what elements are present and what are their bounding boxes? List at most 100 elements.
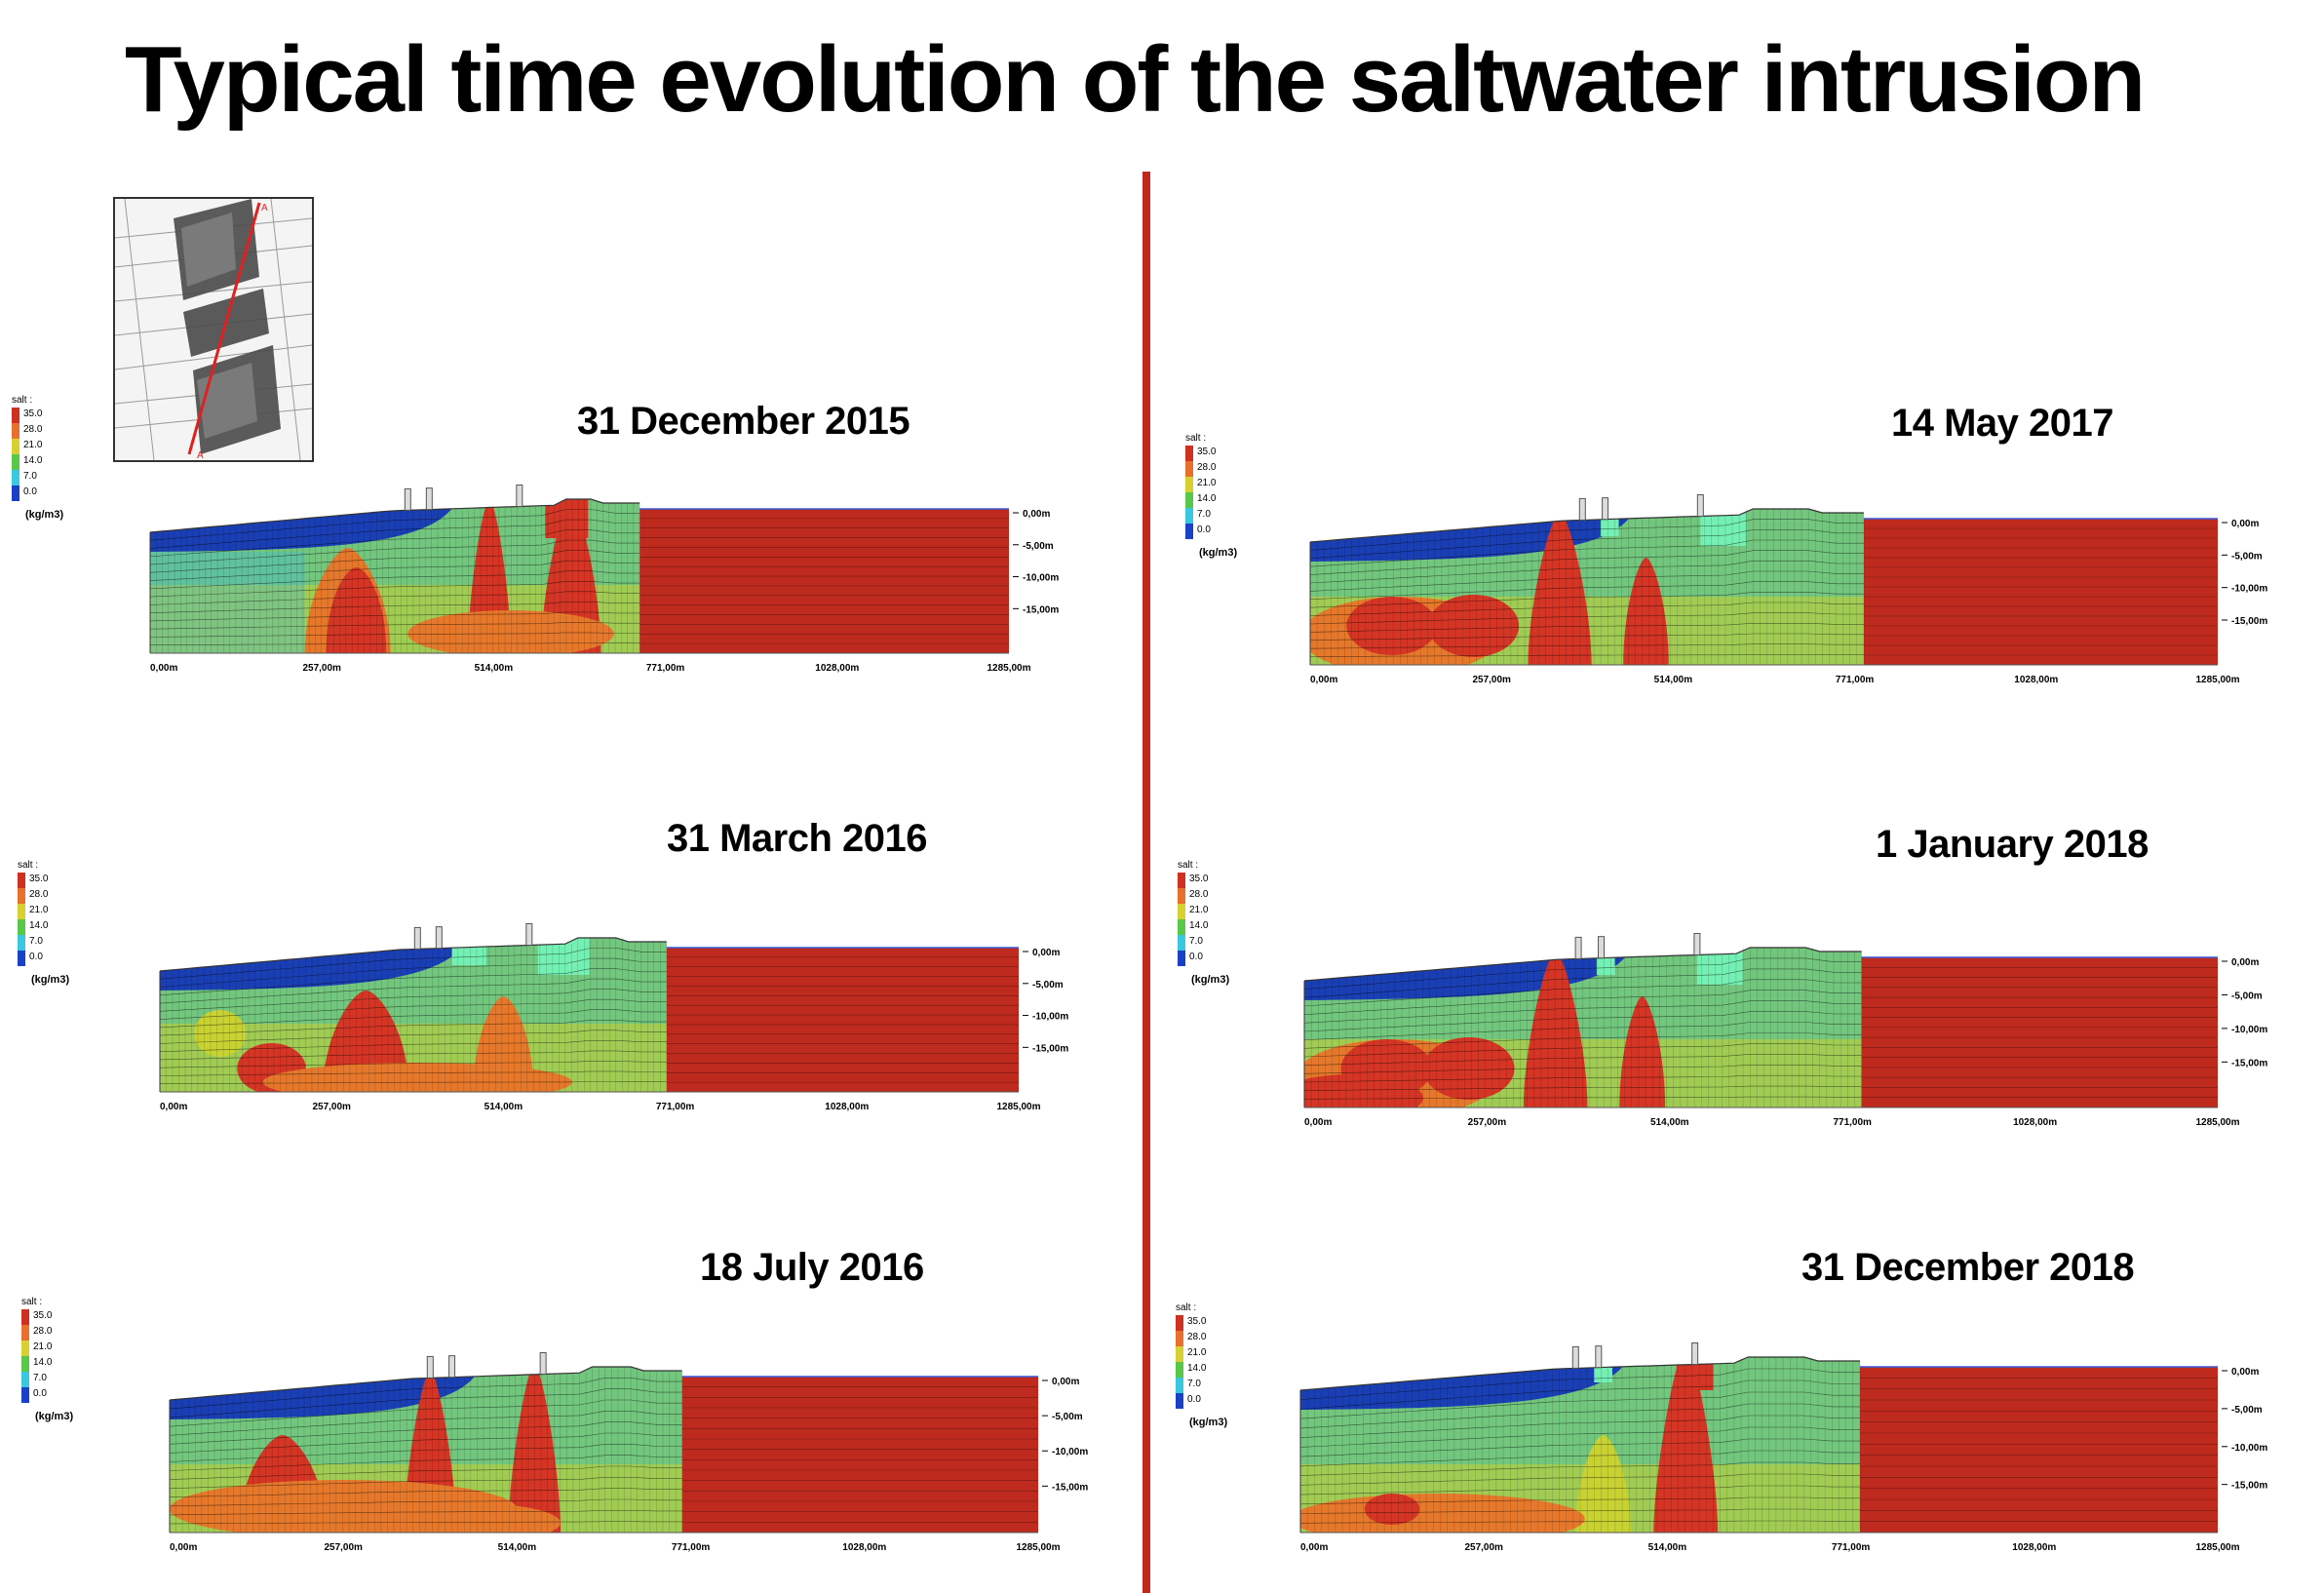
legend-swatch bbox=[1178, 935, 1185, 951]
salt-zone bbox=[1304, 1074, 1423, 1107]
location-map: A A bbox=[113, 197, 314, 462]
legend-swatch bbox=[21, 1325, 29, 1340]
legend-swatch bbox=[18, 935, 25, 951]
ground-surface bbox=[159, 937, 667, 972]
legend-swatch bbox=[21, 1340, 29, 1356]
mixing-zone bbox=[194, 1010, 247, 1057]
location-map-drawing: A A bbox=[115, 199, 312, 460]
legend-swatch bbox=[1176, 1331, 1183, 1346]
sheet-pile bbox=[525, 923, 533, 946]
salt-zone bbox=[1346, 597, 1438, 655]
slide-title: Typical time evolution of the saltwater … bbox=[125, 27, 2146, 132]
legend-swatch bbox=[1176, 1362, 1183, 1378]
legend-swatch bbox=[1178, 888, 1185, 904]
y-tick-label: -5,00m bbox=[2231, 551, 2263, 562]
ground-surface bbox=[1299, 1356, 1860, 1391]
light-brackish-pocket bbox=[537, 938, 590, 975]
legend-swatch bbox=[1176, 1393, 1183, 1409]
legend-label: 35.0 bbox=[1197, 447, 1217, 457]
sheet-pile bbox=[1598, 936, 1606, 959]
panel-date: 31 December 2015 bbox=[577, 400, 910, 443]
cross-section: 0,00m 257,00m 514,00m 771,00m 1028,00m 1285,0… bbox=[169, 1352, 1088, 1553]
sea-body bbox=[681, 1377, 1038, 1533]
y-tick-label: -15,00m bbox=[1032, 1043, 1068, 1054]
y-tick-label: -5,00m bbox=[2231, 1405, 2263, 1416]
legend-label: 0.0 bbox=[1189, 952, 1203, 962]
legend-label: 21.0 bbox=[33, 1341, 53, 1352]
legend-swatch bbox=[1178, 951, 1185, 966]
y-tick-label: -10,00m bbox=[1032, 1012, 1068, 1023]
x-tick-label: 257,00m bbox=[312, 1102, 351, 1112]
legend-swatch bbox=[1185, 461, 1193, 477]
y-tick-label: -15,00m bbox=[2231, 1481, 2267, 1492]
sea-body bbox=[1861, 957, 2218, 1107]
mesh-columns bbox=[169, 1367, 682, 1533]
mesh-layers bbox=[169, 1377, 682, 1525]
legend-label: 35.0 bbox=[1187, 1316, 1207, 1327]
x-tick-label: 1028,00m bbox=[2013, 1117, 2057, 1128]
sheet-pile bbox=[448, 1355, 456, 1379]
legend-label: 21.0 bbox=[1189, 905, 1209, 915]
legend-title: salt : bbox=[1178, 860, 1199, 871]
sheet-pile bbox=[1578, 497, 1586, 521]
y-tick-label: -5,00m bbox=[1032, 980, 1064, 991]
cross-section: 0,00m 257,00m 514,00m 771,00m 1028,00m 1285,0… bbox=[149, 485, 1059, 674]
legend-label: 35.0 bbox=[23, 408, 43, 419]
y-tick-label: -10,00m bbox=[2231, 1443, 2267, 1454]
x-tick-label: 514,00m bbox=[475, 663, 514, 674]
x-tick-label: 514,00m bbox=[1650, 1117, 1689, 1128]
sheet-pile bbox=[413, 926, 421, 950]
salinity-legend: salt : 35.0 28.0 21.0 14.0 7.0 0.0 (kg/m3) bbox=[1185, 433, 1273, 559]
legend-label: 0.0 bbox=[29, 952, 43, 962]
y-tick-label: 0,00m bbox=[1032, 948, 1060, 958]
legend-label: 35.0 bbox=[33, 1310, 53, 1321]
legend-swatch bbox=[12, 486, 19, 501]
legend-swatch bbox=[12, 470, 19, 486]
mesh-columns bbox=[1309, 509, 1865, 665]
legend-swatch bbox=[1176, 1378, 1183, 1393]
legend-swatch bbox=[1185, 446, 1193, 461]
salt-zone bbox=[1364, 1494, 1420, 1525]
x-tick-label: 514,00m bbox=[498, 1542, 537, 1553]
x-tick-label: 0,00m bbox=[1304, 1117, 1332, 1128]
legend-swatch bbox=[18, 888, 25, 904]
legend-label: 0.0 bbox=[33, 1388, 47, 1399]
legend-label: 7.0 bbox=[23, 471, 37, 482]
legend-swatch bbox=[12, 423, 19, 439]
x-tick-label: 1285,00m bbox=[2195, 1542, 2239, 1553]
y-tick-label: 0,00m bbox=[1023, 509, 1050, 520]
y-tick-label: -15,00m bbox=[2231, 1058, 2267, 1068]
legend-unit: (kg/m3) bbox=[1189, 1417, 1228, 1428]
x-tick-label: 771,00m bbox=[656, 1102, 695, 1112]
salt-plume bbox=[1623, 558, 1669, 665]
x-tick-label: 257,00m bbox=[1464, 1542, 1503, 1553]
x-tick-label: 514,00m bbox=[1654, 675, 1693, 685]
x-tick-label: 0,00m bbox=[170, 1542, 197, 1553]
cross-section: 0,00m 257,00m 514,00m 771,00m 1028,00m 1285,0… bbox=[159, 923, 1068, 1112]
x-tick-label: 0,00m bbox=[1300, 1542, 1328, 1553]
sea-mesh bbox=[1863, 527, 2218, 656]
legend-title: salt : bbox=[18, 860, 39, 871]
x-tick-label: 771,00m bbox=[1833, 1117, 1872, 1128]
ground-surface bbox=[1309, 508, 1864, 543]
legend-swatch bbox=[18, 873, 25, 888]
x-tick-label: 257,00m bbox=[302, 663, 341, 674]
legend-unit: (kg/m3) bbox=[1191, 974, 1230, 986]
y-tick-label: -10,00m bbox=[2231, 1025, 2267, 1035]
legend-swatch bbox=[1185, 524, 1193, 539]
salinity-legend: salt : 35.0 28.0 21.0 14.0 7.0 0.0 (kg/m3) bbox=[18, 860, 105, 986]
x-tick-label: 1028,00m bbox=[842, 1542, 886, 1553]
x-tick-label: 0,00m bbox=[1310, 675, 1337, 685]
salinity-legend: salt : 35.0 28.0 21.0 14.0 7.0 0.0 (kg/m3) bbox=[1176, 1302, 1263, 1428]
sea-mesh bbox=[1860, 1378, 2218, 1522]
legend-swatch bbox=[18, 951, 25, 966]
legend-swatch bbox=[12, 408, 19, 423]
legend-swatch bbox=[1185, 477, 1193, 492]
salinity-legend: salt : 35.0 28.0 21.0 14.0 7.0 0.0 (kg/m3) bbox=[1178, 860, 1265, 986]
salt-zone bbox=[1428, 595, 1520, 657]
legend-label: 21.0 bbox=[1197, 478, 1217, 488]
legend-label: 14.0 bbox=[23, 455, 43, 466]
y-tick-label: 0,00m bbox=[2231, 1367, 2259, 1378]
light-fresh-zone bbox=[150, 552, 305, 653]
legend-swatch bbox=[1185, 492, 1193, 508]
